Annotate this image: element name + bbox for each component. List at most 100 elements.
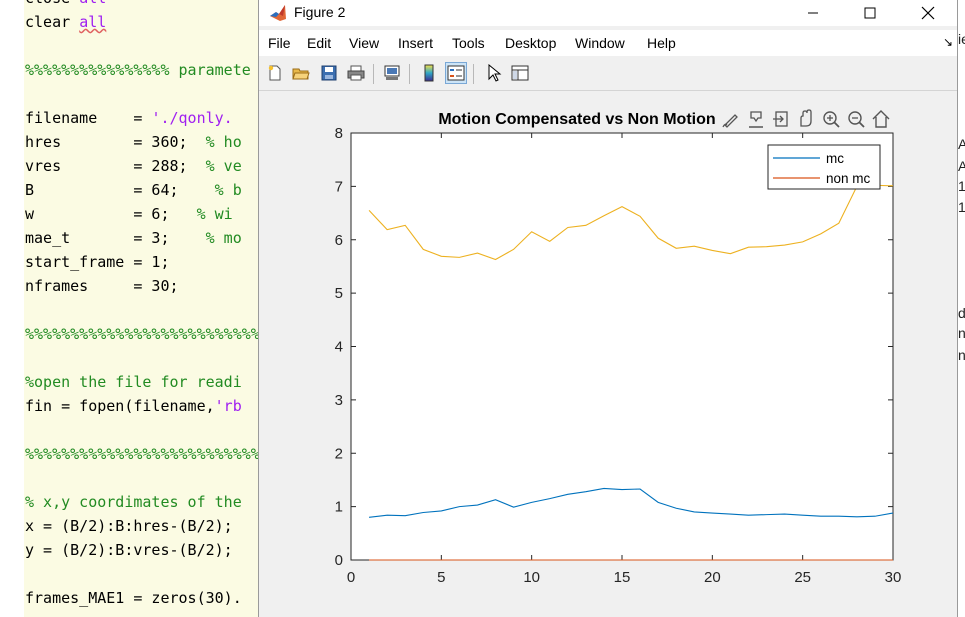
menu-bar: File Edit View Insert Tools Desktop Wind… xyxy=(259,30,957,56)
open-file-icon xyxy=(292,68,310,80)
insert-legend-button[interactable] xyxy=(445,62,467,84)
menu-help[interactable]: Help xyxy=(647,35,676,51)
data-tips-icon[interactable] xyxy=(749,111,763,128)
menu-edit[interactable]: Edit xyxy=(307,35,332,51)
truncated-text-fragment: d xyxy=(958,305,965,321)
y-tick-label: 1 xyxy=(335,499,343,516)
zoom-out-icon[interactable] xyxy=(848,111,865,128)
code-line: close all xyxy=(25,0,106,10)
code-token: mae_t = 3; xyxy=(25,229,206,247)
truncated-text-fragment: ie xyxy=(958,31,965,47)
truncated-text-fragment: 1. xyxy=(958,199,965,215)
code-line: start_frame = 1; xyxy=(25,250,170,274)
y-tick-label: 5 xyxy=(335,285,343,302)
code-token: close xyxy=(25,0,79,7)
maximize-icon xyxy=(864,7,876,19)
code-token: B = 64; xyxy=(25,181,215,199)
x-tick-label: 25 xyxy=(794,569,811,586)
axes-box[interactable] xyxy=(350,132,894,561)
edit-plot-icon xyxy=(488,64,502,82)
matlab-logo-icon xyxy=(270,5,286,21)
toolbar-separator xyxy=(409,64,410,84)
code-token: fin = fopen(filename, xyxy=(25,397,215,415)
close-button[interactable] xyxy=(905,0,951,26)
window-titlebar[interactable]: Figure 2 xyxy=(259,0,957,26)
code-line: B = 64; % b xyxy=(25,178,242,202)
edit-plot-button[interactable] xyxy=(483,62,505,84)
code-token: nframes = 30; xyxy=(25,277,179,295)
pan-icon[interactable] xyxy=(800,109,812,127)
menu-desktop[interactable]: Desktop xyxy=(505,35,557,51)
code-line: x = (B/2):B:hres-(B/2); xyxy=(25,514,233,538)
y-tick-label: 4 xyxy=(335,339,343,356)
menu-file[interactable]: File xyxy=(268,35,291,51)
export-icon[interactable] xyxy=(773,111,788,127)
toolbar-separator xyxy=(473,64,474,84)
code-token: % wi xyxy=(196,205,233,223)
plot-area[interactable]: 0 5 10 15 20 25 30 0 1 2 3 4 5 6 7 8 Motion Compensated … xyxy=(259,91,957,617)
legend-box[interactable] xyxy=(767,144,881,190)
editor-gutter xyxy=(0,0,24,617)
code-line: %%%%%%%%%%%%%%%%%%%%%%%%%%%% xyxy=(25,442,264,466)
property-inspector-icon xyxy=(511,65,529,81)
menu-view[interactable]: View xyxy=(349,35,380,51)
menu-window[interactable]: Window xyxy=(575,35,625,51)
x-tick-label: 5 xyxy=(437,569,445,586)
link-plot-icon xyxy=(384,65,400,80)
zoom-in-icon[interactable] xyxy=(823,111,840,128)
link-plot-button[interactable] xyxy=(381,62,403,84)
code-token: all xyxy=(79,13,107,31)
figure-toolbar xyxy=(259,58,957,91)
x-tick-label: 30 xyxy=(885,569,902,586)
code-token: hres = 360; xyxy=(25,133,206,151)
y-tick-label: 2 xyxy=(335,445,343,462)
window-title: Figure 2 xyxy=(294,4,346,20)
code-line: filename = './qonly. xyxy=(25,106,233,130)
code-token: % b xyxy=(214,181,242,199)
code-line: vres = 288; % ve xyxy=(25,154,242,178)
close-icon xyxy=(921,6,935,20)
truncated-text-fragment: n xyxy=(958,325,965,341)
x-tick-label: 0 xyxy=(347,569,355,586)
y-tick-label: 8 xyxy=(335,125,343,142)
maximize-button[interactable] xyxy=(847,0,893,26)
code-line: mae_t = 3; % mo xyxy=(25,226,242,250)
home-icon[interactable] xyxy=(872,110,890,128)
minimize-button[interactable] xyxy=(790,0,836,26)
code-area[interactable]: close allclear all%%%%%%%%%%%%%%%% param… xyxy=(24,0,264,617)
chart-title: Motion Compensated vs Non Motion xyxy=(438,111,715,128)
print-button[interactable] xyxy=(345,62,367,84)
code-token: './qonly. xyxy=(151,109,233,127)
code-token: % x,y coordimates of the xyxy=(25,493,242,511)
open-file-button[interactable] xyxy=(290,62,312,84)
truncated-text-fragment: A xyxy=(958,136,965,152)
legend-label: mc xyxy=(826,151,844,166)
brush-icon[interactable] xyxy=(722,114,738,128)
code-token: % ve xyxy=(205,157,242,175)
code-token: filename = xyxy=(25,109,152,127)
new-figure-button[interactable] xyxy=(264,62,286,84)
save-button[interactable] xyxy=(318,62,340,84)
dock-arrow-icon[interactable]: ↘ xyxy=(943,35,954,49)
line-chart[interactable]: 0 5 10 15 20 25 30 0 1 2 3 4 5 6 7 8 Motion Compensated … xyxy=(259,91,957,617)
code-line: %%%%%%%%%%%%%%%%%%%%%%%%%%%% xyxy=(25,322,264,346)
insert-colorbar-icon xyxy=(424,64,434,82)
series-line-unlabeled-2 xyxy=(368,184,894,261)
menu-insert[interactable]: Insert xyxy=(398,35,434,51)
figure-window[interactable]: Figure 2 File Edit View Insert Tools Des… xyxy=(258,0,958,617)
code-token: %%%%%%%%%%%%%%%% paramete xyxy=(25,61,251,79)
property-inspector-button[interactable] xyxy=(509,62,531,84)
code-token: %%%%%%%%%%%%%%%%%%%%%%%%%%%% xyxy=(25,445,264,463)
y-tick-label: 0 xyxy=(335,552,343,569)
y-tick-label: 3 xyxy=(335,392,343,409)
code-line: fin = fopen(filename,'rb xyxy=(25,394,242,418)
menu-tools[interactable]: Tools xyxy=(452,35,485,51)
code-token: % ho xyxy=(205,133,242,151)
code-token: y = (B/2):B:vres-(B/2); xyxy=(25,541,233,559)
code-token: vres = 288; xyxy=(25,157,206,175)
insert-colorbar-button[interactable] xyxy=(418,62,440,84)
code-line: frames_MAE1 = zeros(30). xyxy=(25,586,242,610)
code-token: frames_MAE1 = zeros(30). xyxy=(25,589,242,607)
code-token: start_frame = 1; xyxy=(25,253,170,271)
code-line: % x,y coordimates of the xyxy=(25,490,242,514)
